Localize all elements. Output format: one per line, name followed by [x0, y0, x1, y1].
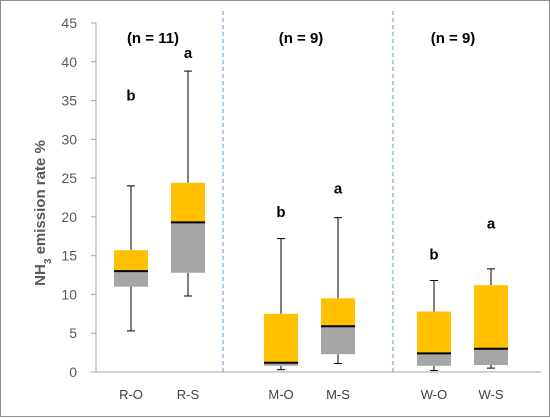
box-upper-quartile [264, 313, 298, 363]
box-lower-quartile [114, 271, 148, 287]
y-axis-label: NH3 emission rate % [32, 140, 54, 286]
x-category-label: M-S [326, 387, 350, 402]
box-lower-quartile [321, 326, 355, 355]
x-category-label: R-O [119, 387, 143, 402]
box-upper-quartile [171, 182, 205, 223]
significance-letter: a [184, 45, 193, 62]
y-tick-label: 5 [69, 325, 77, 341]
box-lower-quartile [264, 362, 298, 366]
box-lower-quartile [417, 353, 451, 366]
box-upper-quartile [114, 250, 148, 272]
box-lower-quartile [474, 348, 508, 366]
significance-letter: a [334, 181, 343, 198]
box-upper-quartile [321, 298, 355, 327]
x-category-label: M-O [268, 387, 293, 402]
boxes [114, 70, 508, 371]
group-n-label: (n = 9) [279, 30, 324, 47]
significance-letter: b [126, 88, 135, 105]
group-dividers [222, 11, 394, 372]
group-n-label: (n = 11) [127, 30, 179, 47]
y-tick-label: 25 [61, 170, 77, 186]
y-tick-label: 30 [61, 131, 77, 147]
x-category-label: W-S [478, 387, 503, 402]
significance-letter: a [487, 216, 496, 233]
box-upper-quartile [417, 311, 451, 354]
y-tick-label: 20 [61, 209, 77, 225]
axes: 0 5 10 15 20 25 30 35 40 45 [61, 15, 541, 380]
y-tick-label: 10 [61, 286, 77, 302]
labels: (n = 11) b R-O a R-S (n = 9) b M-O a M-S (n = 9) b W… [119, 30, 504, 402]
y-tick-label: 35 [61, 93, 77, 109]
x-category-label: W-O [421, 387, 447, 402]
y-tick-label: 45 [61, 15, 77, 31]
y-tick-label: 40 [61, 54, 77, 70]
significance-letter: b [276, 204, 285, 221]
significance-letter: b [429, 247, 438, 264]
y-tick-label: 15 [61, 248, 77, 264]
group-n-label: (n = 9) [431, 30, 476, 47]
box-upper-quartile [474, 285, 508, 349]
y-tick-label: 0 [69, 364, 77, 380]
box-lower-quartile [171, 222, 205, 273]
x-category-label: R-S [177, 387, 200, 402]
